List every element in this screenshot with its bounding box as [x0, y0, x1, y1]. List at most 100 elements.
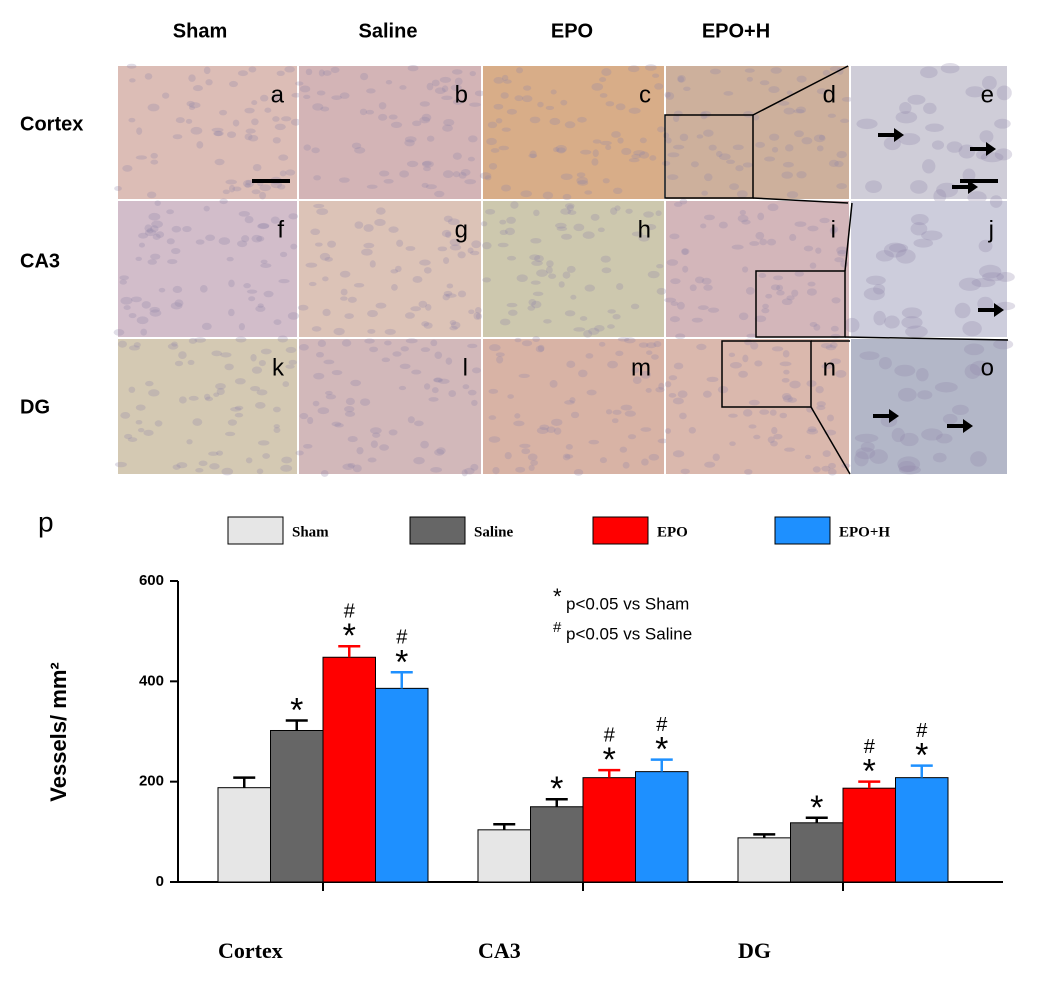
cell — [806, 288, 817, 296]
cell — [521, 448, 531, 455]
cell — [128, 312, 137, 319]
cell — [553, 427, 562, 435]
connector — [752, 197, 849, 204]
cell — [700, 110, 712, 118]
cell — [668, 375, 678, 381]
cell — [325, 394, 337, 400]
cell — [220, 352, 232, 358]
cell — [113, 329, 125, 336]
cell — [439, 76, 452, 83]
cell — [500, 92, 509, 99]
cell — [940, 63, 960, 74]
cell — [782, 161, 794, 168]
legend-label: Saline — [474, 524, 514, 540]
cell — [610, 207, 618, 215]
cell — [445, 357, 453, 365]
cell — [141, 301, 151, 309]
cell — [625, 208, 633, 214]
cell — [262, 453, 271, 459]
cell — [591, 82, 604, 91]
significance-hash: # — [344, 600, 356, 622]
cell — [759, 80, 770, 86]
cell — [461, 469, 468, 477]
cell — [527, 305, 536, 311]
cell — [245, 457, 253, 464]
significance-star: * — [655, 731, 668, 769]
cell — [701, 277, 712, 285]
cell — [527, 453, 538, 461]
cell — [962, 168, 976, 182]
y-tick-label: 0 — [156, 873, 164, 890]
annotation-text: p<0.05 vs Sham — [566, 594, 689, 613]
cell — [467, 156, 475, 162]
cell — [378, 170, 390, 177]
cell — [585, 353, 594, 359]
cell — [464, 179, 477, 185]
cell — [697, 305, 709, 310]
cell — [925, 123, 944, 132]
cell — [259, 184, 272, 192]
cell — [485, 208, 496, 215]
cell — [425, 184, 437, 190]
cell — [819, 217, 830, 224]
cell — [592, 139, 602, 144]
cell — [709, 68, 721, 75]
cell — [771, 146, 779, 153]
cell — [826, 414, 834, 422]
cell — [827, 113, 836, 118]
cell — [716, 150, 723, 158]
arrow — [970, 142, 996, 156]
cell — [443, 118, 455, 127]
cell — [449, 238, 461, 247]
cell — [836, 246, 848, 255]
cell — [277, 335, 288, 343]
cell — [770, 67, 782, 74]
cell — [586, 389, 597, 396]
cell — [964, 364, 981, 379]
bar — [737, 837, 791, 883]
cell — [399, 363, 411, 370]
bar — [217, 787, 271, 883]
cell — [781, 377, 790, 383]
cell — [458, 172, 467, 179]
panel-letter: m — [631, 354, 651, 381]
cell — [120, 296, 133, 305]
cell — [672, 397, 684, 405]
cell — [311, 147, 320, 154]
cell — [150, 253, 161, 260]
significance-star: * — [915, 737, 928, 775]
cell — [768, 86, 780, 93]
cell — [172, 464, 181, 470]
cell — [786, 191, 799, 199]
significance-star: * — [603, 741, 616, 779]
cell — [658, 382, 665, 390]
cell — [136, 127, 143, 135]
cell — [135, 404, 146, 411]
cell — [340, 296, 348, 301]
cell — [388, 114, 398, 120]
cell — [910, 222, 928, 236]
cell — [497, 242, 509, 248]
cell — [488, 162, 498, 170]
cell — [771, 426, 778, 435]
cell — [854, 433, 879, 443]
cell — [836, 150, 847, 159]
cell — [298, 343, 309, 351]
cell — [917, 390, 933, 400]
cell — [281, 456, 293, 464]
cell — [551, 418, 563, 426]
cell — [534, 254, 544, 263]
cell — [520, 190, 532, 198]
cell — [963, 343, 985, 356]
cell — [573, 327, 586, 332]
cell — [404, 139, 415, 147]
cell — [218, 237, 231, 245]
cell — [245, 128, 256, 134]
cell — [204, 393, 211, 400]
cell — [331, 369, 343, 376]
cell — [369, 260, 376, 268]
bar — [842, 787, 896, 883]
cell — [452, 99, 464, 105]
cell — [535, 345, 545, 353]
cell — [989, 195, 1003, 208]
